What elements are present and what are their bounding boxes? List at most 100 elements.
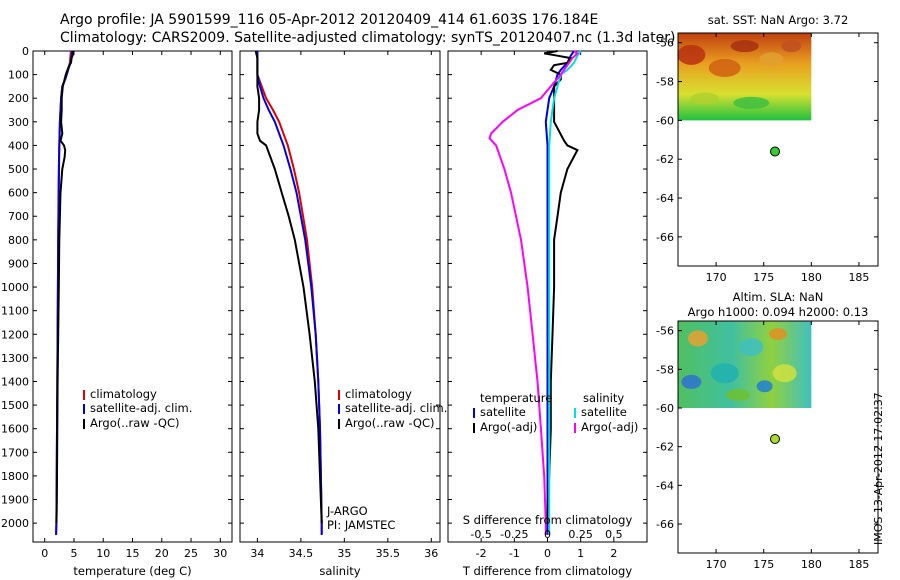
- x-tick-label: 180: [801, 271, 822, 284]
- y-tick-label: -58: [656, 363, 674, 376]
- x-tick-label: 0: [41, 547, 48, 560]
- header-line-2: Climatology: CARS2009. Satellite-adjuste…: [60, 30, 675, 46]
- annotation-line: J-ARGO: [326, 504, 368, 518]
- y-tick-label: 600: [8, 187, 29, 200]
- y-tick-label: 200: [8, 92, 29, 105]
- y-tick-label: 800: [8, 234, 29, 247]
- map-patch: [688, 330, 708, 347]
- x2-tick-label: 0.25: [568, 528, 593, 541]
- salinity-chart: 34 34.5 35 35.5 36 salinity climatologysatelli…: [239, 50, 447, 578]
- map-frame: [677, 32, 879, 267]
- timestamp-stamp: IMOS 13-Apr-2012 17:02:37: [872, 392, 885, 545]
- y-tick-label: 400: [8, 139, 29, 152]
- legend-label: climatology: [345, 387, 412, 401]
- legend-label: Argo(..raw -QC): [345, 416, 435, 430]
- series-1-line: [256, 51, 323, 535]
- legend-title-left: temperature: [480, 391, 552, 405]
- x-tick-label: 5: [70, 547, 77, 560]
- map-subtitle: Argo h1000: 0.094 h2000: 0.13: [688, 305, 869, 319]
- x-tick-label: 185: [848, 271, 869, 284]
- y-tick-label: -66: [656, 518, 674, 531]
- x-tick-label: 180: [801, 558, 822, 571]
- legend-label: Argo(..raw -QC): [90, 416, 180, 430]
- map-patch: [690, 92, 719, 105]
- y-tick-label: 300: [8, 116, 29, 129]
- series-2-line: [254, 50, 323, 524]
- x2-tick-label: 0.5: [605, 528, 623, 541]
- x-tick-label: -1: [509, 547, 520, 560]
- map-patch: [677, 44, 706, 65]
- x-tick-label: 36: [424, 547, 438, 560]
- x-tick-label: 2: [610, 547, 617, 560]
- map-patch: [739, 338, 764, 357]
- x2-tick-label: 0: [544, 528, 551, 541]
- y-tick-label: -66: [656, 231, 674, 244]
- sla-map: 170 175 180 185 -56 -58 -60 -62 -64 -66 Altim. SLA…: [656, 290, 879, 571]
- y-tick-label: 100: [8, 69, 29, 82]
- map-title: sat. SST: NaN Argo: 3.72: [708, 13, 849, 27]
- x-tick-label: 175: [753, 271, 774, 284]
- map-patch: [710, 363, 739, 384]
- x-axis-label: temperature (deg C): [73, 564, 191, 578]
- map-patch: [756, 380, 773, 393]
- argo-position-marker: [769, 146, 780, 157]
- difference-chart: -2 -1 0 1 2 T difference from climatology S di…: [447, 50, 648, 578]
- y-tick-label: -64: [656, 479, 674, 492]
- y-tick-label: 700: [8, 210, 29, 223]
- y-tick-label: 1900: [1, 494, 29, 507]
- x-tick-label: 170: [706, 271, 727, 284]
- y-tick-label: -60: [656, 402, 674, 415]
- x-tick-label: 1: [577, 547, 584, 560]
- map-patch: [681, 374, 702, 389]
- x2-axis-label: S difference from climatology: [463, 513, 633, 527]
- x-tick-label: 15: [126, 547, 140, 560]
- x2-tick-label: -0.25: [500, 528, 528, 541]
- y-tick-label: 1600: [1, 423, 29, 436]
- legend-label: satellite-adj. clim.: [345, 401, 447, 415]
- y-tick-label: -64: [656, 192, 674, 205]
- y-tick-label: 1700: [1, 446, 29, 459]
- x-tick-label: 170: [706, 558, 727, 571]
- series-0-line: [544, 50, 575, 535]
- y-tick-label: 1400: [1, 375, 29, 388]
- x-tick-label: 10: [96, 547, 110, 560]
- temperature-chart: 0 5 10 15 20 25 30 temperature (deg C) 0 100 200 30…: [1, 45, 233, 578]
- x-tick-label: 34.5: [289, 547, 314, 560]
- y-tick-label: -62: [656, 153, 674, 166]
- series-2-line: [548, 50, 582, 535]
- legend-label: climatology: [90, 387, 157, 401]
- x-tick-label: 35: [337, 547, 351, 560]
- legend-label: satellite: [581, 405, 627, 419]
- y-tick-label: -58: [656, 76, 674, 89]
- series-2-line: [55, 50, 75, 524]
- y-tick-label: 1000: [1, 281, 29, 294]
- legend-label: Argo(-adj): [581, 420, 638, 434]
- map-patch: [769, 328, 787, 341]
- map-patch: [733, 96, 770, 109]
- legend-label: satellite-adj. clim.: [90, 401, 192, 415]
- legend-label: Argo(-adj): [480, 420, 537, 434]
- x-tick-label: 35.5: [376, 547, 401, 560]
- plot-frame: [32, 50, 233, 543]
- y-tick-label: 2000: [1, 517, 29, 530]
- y-tick-label: 1100: [1, 305, 29, 318]
- y-tick-label: 0: [22, 45, 29, 58]
- y-tick-label: 1300: [1, 352, 29, 365]
- x2-tick-label: -0.5: [470, 528, 491, 541]
- y-tick-label: 900: [8, 257, 29, 270]
- series-3-line: [488, 50, 579, 535]
- x-tick-label: 34: [250, 547, 264, 560]
- y-tick-label: 1800: [1, 470, 29, 483]
- map-patch: [781, 40, 802, 53]
- y-tick-label: -60: [656, 114, 674, 127]
- legend-label: satellite: [480, 405, 526, 419]
- legend-title-right: salinity: [583, 391, 624, 405]
- map-patch: [730, 40, 759, 53]
- map-patch: [772, 364, 797, 383]
- x-tick-label: 185: [848, 558, 869, 571]
- x-tick-label: 25: [184, 547, 198, 560]
- y-tick-label: 1500: [1, 399, 29, 412]
- y-tick-label: -62: [656, 441, 674, 454]
- y-tick-label: -56: [656, 37, 674, 50]
